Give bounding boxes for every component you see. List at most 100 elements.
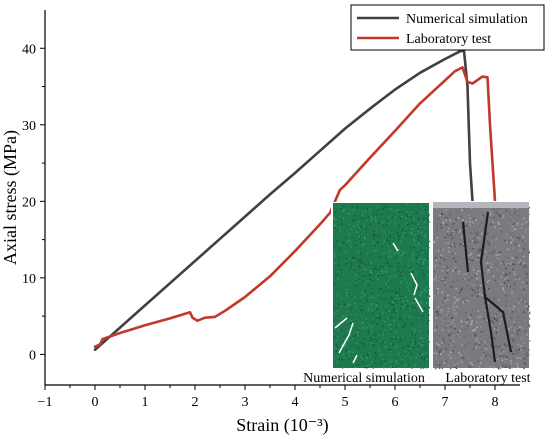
speckle bbox=[351, 365, 353, 367]
speckle bbox=[374, 245, 376, 247]
grain bbox=[522, 310, 525, 312]
grain bbox=[479, 270, 482, 273]
grain bbox=[475, 355, 478, 357]
grain bbox=[525, 239, 527, 242]
grain bbox=[453, 322, 455, 324]
speckle bbox=[341, 344, 343, 346]
speckle bbox=[384, 206, 386, 208]
grain bbox=[481, 217, 483, 219]
grain bbox=[462, 357, 465, 360]
grain bbox=[474, 344, 477, 347]
speckle bbox=[353, 209, 356, 211]
speckle bbox=[354, 334, 357, 337]
speckle bbox=[413, 246, 415, 248]
grain bbox=[493, 297, 496, 299]
speckle bbox=[411, 333, 413, 336]
grain bbox=[485, 284, 487, 287]
grain bbox=[512, 257, 515, 260]
speckle bbox=[410, 247, 412, 249]
speckle bbox=[391, 365, 393, 367]
grain bbox=[519, 237, 521, 240]
grain bbox=[473, 340, 475, 342]
speckle bbox=[349, 240, 351, 243]
speckle bbox=[415, 273, 417, 275]
speckle bbox=[412, 271, 414, 273]
grain bbox=[520, 345, 522, 347]
speckle bbox=[368, 352, 370, 355]
grain bbox=[471, 363, 474, 366]
speckle bbox=[427, 296, 430, 298]
grain bbox=[472, 240, 474, 242]
grain bbox=[456, 361, 459, 364]
speckle bbox=[362, 342, 364, 344]
grain bbox=[447, 284, 449, 286]
speckle bbox=[414, 300, 416, 302]
speckle bbox=[388, 279, 390, 282]
grain bbox=[502, 364, 504, 367]
grain bbox=[484, 256, 486, 259]
grain bbox=[477, 237, 479, 239]
grain bbox=[497, 274, 500, 277]
speckle bbox=[386, 239, 388, 242]
speckle bbox=[355, 244, 357, 246]
grain bbox=[498, 223, 501, 225]
grain bbox=[514, 211, 517, 214]
grain bbox=[487, 269, 490, 272]
grain bbox=[509, 255, 512, 258]
speckle bbox=[354, 215, 356, 217]
speckle bbox=[398, 252, 400, 255]
numerical-simulation-inset bbox=[331, 202, 431, 370]
speckle bbox=[335, 350, 337, 352]
speckle bbox=[398, 239, 400, 241]
grain bbox=[462, 278, 464, 281]
speckle bbox=[402, 252, 404, 255]
grain bbox=[523, 266, 525, 269]
y-tick-label: 10 bbox=[22, 272, 36, 287]
grain bbox=[507, 344, 509, 346]
speckle bbox=[401, 295, 403, 298]
grain bbox=[521, 281, 524, 283]
grain bbox=[458, 351, 460, 354]
grain bbox=[496, 359, 498, 362]
grain bbox=[443, 281, 446, 284]
grain bbox=[465, 362, 467, 365]
speckle bbox=[346, 332, 348, 335]
grain bbox=[498, 310, 501, 312]
grain bbox=[519, 326, 521, 328]
grain bbox=[504, 345, 507, 348]
grain bbox=[523, 357, 526, 360]
grain bbox=[453, 264, 456, 267]
grain bbox=[484, 325, 486, 328]
grain bbox=[443, 248, 445, 250]
speckle bbox=[374, 338, 376, 341]
grain bbox=[480, 284, 482, 287]
grain bbox=[445, 342, 447, 344]
grain bbox=[489, 212, 492, 215]
speckle bbox=[410, 232, 412, 234]
speckle bbox=[426, 294, 429, 297]
grain bbox=[487, 266, 489, 268]
speckle bbox=[404, 338, 406, 340]
speckle bbox=[360, 356, 362, 358]
speckle bbox=[418, 255, 420, 257]
speckle bbox=[395, 292, 397, 295]
speckle bbox=[366, 357, 369, 359]
grain bbox=[510, 311, 512, 313]
grain bbox=[517, 222, 519, 225]
speckle bbox=[419, 240, 421, 243]
grain bbox=[485, 242, 488, 244]
grain bbox=[499, 362, 502, 365]
grain bbox=[455, 229, 457, 232]
grain bbox=[476, 295, 479, 298]
grain bbox=[501, 365, 504, 367]
speckle bbox=[399, 235, 401, 238]
grain bbox=[452, 252, 454, 255]
speckle bbox=[396, 237, 399, 239]
grain bbox=[484, 344, 486, 347]
grain bbox=[441, 291, 444, 293]
grain bbox=[517, 359, 520, 361]
speckle bbox=[345, 349, 347, 351]
grain bbox=[492, 317, 495, 320]
grain bbox=[461, 209, 463, 212]
speckle bbox=[359, 280, 361, 283]
